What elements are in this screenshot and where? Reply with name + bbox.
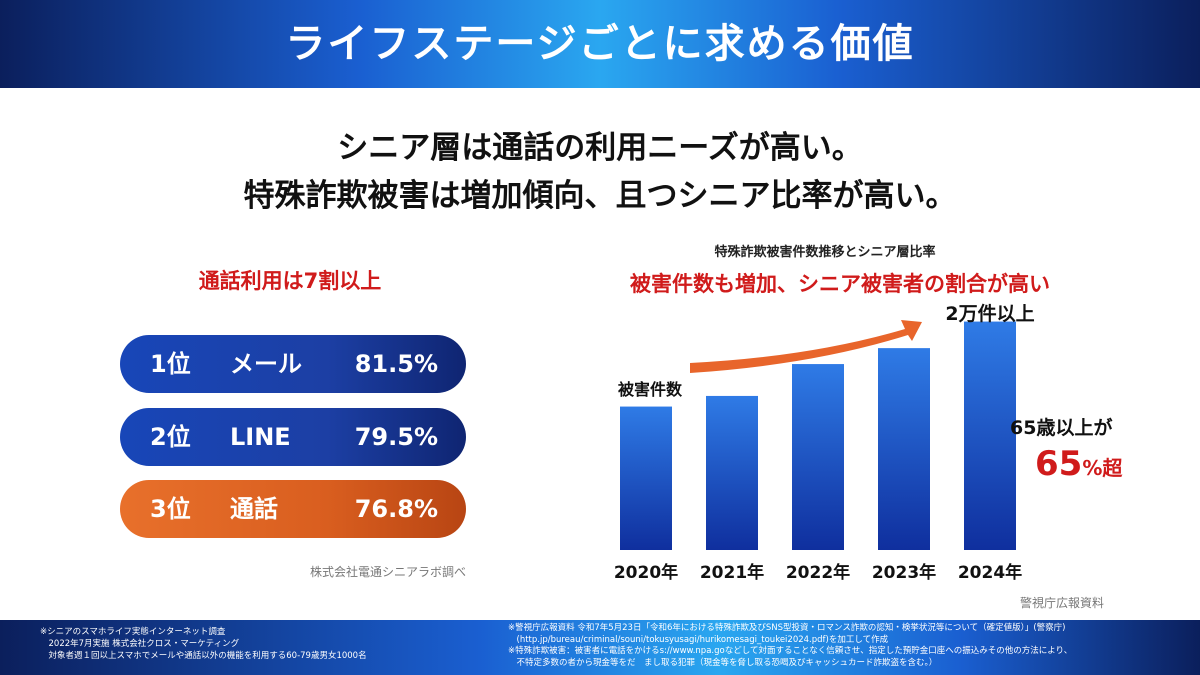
bar-2020年 xyxy=(620,406,672,550)
chart-subtitle: 被害件数も増加、シニア被害者の割合が高い xyxy=(630,272,1050,296)
ranking-percent: 81.5% xyxy=(354,350,438,378)
senior-ratio-label: 65歳以上が xyxy=(1010,417,1113,439)
ranking-name: LINE xyxy=(230,423,291,451)
x-tick-label: 2021年 xyxy=(700,562,764,583)
ranking-pill-1: 1位 メール 81.5% xyxy=(120,335,466,393)
ranking-pill-2: 2位 LINE 79.5% xyxy=(120,408,466,466)
trend-arrow xyxy=(690,320,922,373)
usage-source: 株式会社電通シニアラボ調べ xyxy=(309,565,466,579)
x-tick-label: 2024年 xyxy=(958,562,1022,583)
chart-title: 特殊詐欺被害件数推移とシニア層比率 xyxy=(714,245,936,260)
senior-ratio-value: 65%超 xyxy=(1035,444,1122,484)
ranking-rank: 2位 xyxy=(150,423,191,451)
footer-left-notes: ※シニアのスマホライフ実態インターネット調査 2022年7月実施 株式会社クロス… xyxy=(40,626,367,662)
header-banner: ライフステージごとに求める価値 xyxy=(0,0,1200,88)
ranking-name: 通話 xyxy=(230,495,278,523)
footnote-line: (http.jp/bureau/criminal/souni/tokusyusa… xyxy=(508,634,889,645)
ranking-rank: 3位 xyxy=(150,495,191,523)
footnote-line: ※特殊詐欺被害：被害者に電話をかけるs://www.npa.goなどして対面する… xyxy=(508,646,1073,656)
ranking-percent: 79.5% xyxy=(354,423,438,451)
senior-ratio-unit: %超 xyxy=(1082,456,1123,480)
x-tick-label: 2023年 xyxy=(872,562,936,583)
annotation-top: 2万件以上 xyxy=(945,303,1035,325)
headline-line-1: シニア層は通話の利用ニーズが高い。 xyxy=(337,130,863,166)
footnote-line: ※警視庁広報資料 令和7年5月23日「令和6年における特殊詐欺及びSNS型投資・… xyxy=(508,623,1066,633)
bar-2022年 xyxy=(792,364,844,550)
page-title: ライフステージごとに求める価値 xyxy=(285,21,915,67)
bar-2024年 xyxy=(964,321,1016,550)
footer-right-notes: ※警視庁広報資料 令和7年5月23日「令和6年における特殊詐欺及びSNS型投資・… xyxy=(508,623,1072,669)
annotation-left: 被害件数 xyxy=(617,380,682,399)
x-tick-label: 2020年 xyxy=(614,562,678,583)
footnote-line: 不特定多数の者から現金等をだ まし取る犯罪（現金等を脅し取る恐喝及びキャッシュカ… xyxy=(508,657,938,668)
headline-line-2: 特殊詐欺被害は増加傾向、且つシニア比率が高い。 xyxy=(243,178,957,214)
ranking-name: メール xyxy=(230,350,302,378)
bar-2021年 xyxy=(706,395,758,550)
fraud-bar-chart: 2020年 2021年 2022年 2023年 2024年 xyxy=(614,320,1022,583)
ranking-rank: 1位 xyxy=(150,350,191,378)
x-tick-label: 2022年 xyxy=(786,562,850,583)
usage-title: 通話利用は7割以上 xyxy=(198,269,382,293)
ranking-pill-3: 3位 通話 76.8% xyxy=(120,480,466,538)
footnote-line: 対象者週１回以上スマホでメールや通話以外の機能を利用する60-79歳男女1000… xyxy=(40,651,367,661)
footnote-line: ※シニアのスマホライフ実態インターネット調査 xyxy=(40,627,226,637)
footer-notes: ※シニアのスマホライフ実態インターネット調査 2022年7月実施 株式会社クロス… xyxy=(0,620,1200,675)
bar-2023年 xyxy=(878,348,930,550)
chart-source: 警視庁広報資料 xyxy=(1020,596,1105,610)
senior-ratio-number: 65 xyxy=(1035,444,1083,484)
footnote-line: 2022年7月実施 株式会社クロス・マーケティング xyxy=(40,639,240,649)
ranking-percent: 76.8% xyxy=(354,495,438,523)
